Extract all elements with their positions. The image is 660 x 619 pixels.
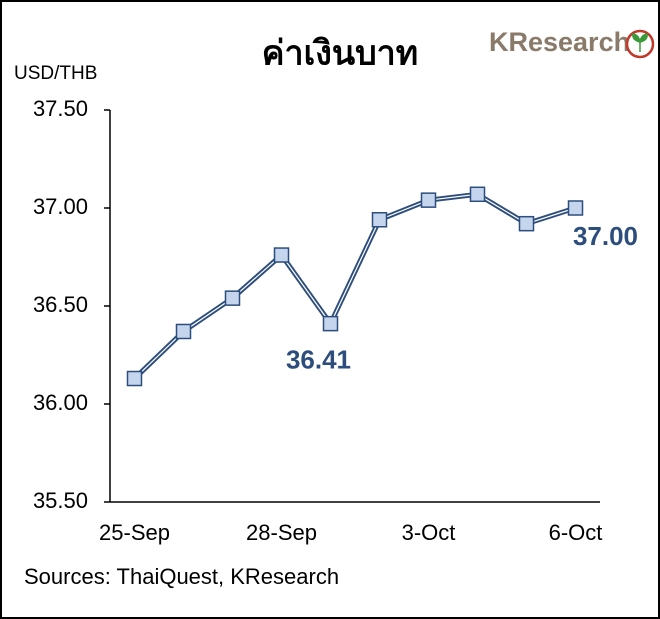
marker [126, 370, 143, 387]
x-tick-label: 28-Sep [246, 520, 317, 545]
x-tick-label: 6-Oct [549, 520, 603, 545]
marker [420, 192, 437, 208]
y-tick-label: 35.50 [33, 488, 88, 513]
data-label: 36.41 [286, 345, 351, 375]
series-line-highlight [134, 193, 576, 379]
marker [273, 247, 290, 263]
marker [224, 290, 241, 306]
y-tick-label: 36.50 [33, 292, 88, 317]
marker [175, 323, 192, 340]
logo-leaf [632, 33, 648, 52]
x-tick-label: 25-Sep [99, 520, 170, 545]
x-tick-label: 3-Oct [402, 520, 456, 545]
marker [469, 186, 486, 203]
source: Sources: ThaiQuest, KResearch [24, 564, 339, 589]
y-tick-label: 37.50 [33, 96, 88, 121]
data-label: 37.00 [573, 221, 638, 251]
chart-title: ค่าเงินบาท [262, 34, 418, 74]
y-tick-label: 37.00 [33, 194, 88, 219]
marker [518, 215, 535, 232]
logo: KResearch [489, 27, 630, 57]
y-tick-label: 36.00 [33, 390, 88, 415]
marker [322, 315, 339, 332]
marker [567, 200, 584, 216]
marker [371, 212, 388, 228]
y-axis-label: USD/THB [14, 63, 97, 84]
